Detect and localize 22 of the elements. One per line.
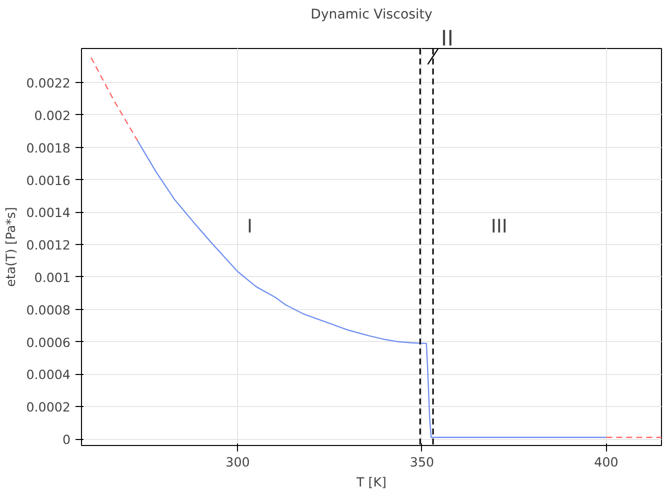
y-tick-label: 0.0006 bbox=[26, 334, 71, 350]
y-tick-label: 0.0014 bbox=[26, 205, 71, 220]
y-tick-label: 0.0004 bbox=[26, 367, 71, 382]
y-tick-label: 0.0016 bbox=[26, 172, 71, 188]
annotation: III bbox=[490, 216, 508, 238]
y-tick-label: 0 bbox=[62, 432, 71, 448]
y-tick-label: 0.002 bbox=[34, 108, 70, 123]
y-tick-label: 0.0012 bbox=[26, 238, 71, 253]
x-axis-title: T [K] bbox=[356, 474, 386, 490]
line-series bbox=[136, 140, 607, 438]
y-axis-title: eta(T) [Pa*s] bbox=[3, 207, 18, 287]
annotation: II bbox=[440, 26, 454, 52]
annotation: I bbox=[246, 216, 252, 238]
y-tick-label: 0.0008 bbox=[26, 302, 71, 318]
y-tick-label: 0.0022 bbox=[26, 76, 71, 91]
x-tick-label: 350 bbox=[410, 454, 434, 470]
y-tick-label: 0.0018 bbox=[26, 140, 71, 156]
x-tick-label: 400 bbox=[594, 454, 618, 470]
y-tick-label: 0.001 bbox=[34, 270, 70, 285]
y-tick-label: 0.0002 bbox=[26, 400, 71, 415]
chart-title: Dynamic Viscosity bbox=[310, 8, 432, 22]
x-tick-label: 300 bbox=[226, 454, 250, 470]
